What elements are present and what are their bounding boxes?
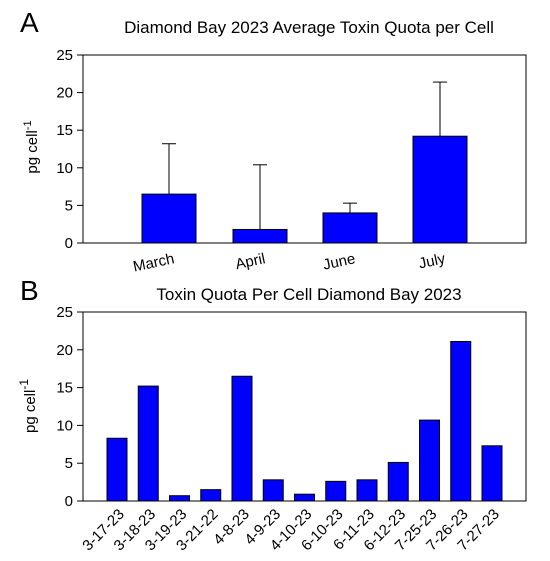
panel-b-bar — [325, 480, 347, 502]
panel-b-ylabel-main: pg cell — [22, 390, 39, 433]
panel-b-bar — [419, 419, 440, 502]
panel-a-y-tick-label: 15 — [56, 122, 73, 139]
panel-b-bar — [387, 461, 409, 502]
panel-a-category-label: July — [417, 250, 447, 272]
panel-b-y-tick-label: 25 — [56, 304, 73, 321]
panel-b-letter: B — [20, 275, 39, 306]
panel-b-y-tick-label: 5 — [65, 455, 73, 472]
panel-b-bar — [262, 479, 284, 502]
panel-a-bars — [141, 135, 468, 244]
panel-b-bar — [356, 479, 378, 502]
panel-a-y-tick-label: 5 — [65, 197, 73, 214]
panel-b-bar — [450, 340, 472, 502]
panel-b-bar — [231, 375, 253, 502]
panel-b-bars — [106, 340, 503, 502]
panel-b-y-tick-label: 15 — [56, 380, 73, 397]
panel-a-y-ticks: 0 5 10 15 20 25 — [56, 47, 83, 252]
panel-a-y-tick-label: 20 — [56, 85, 73, 102]
panel-a-plot-frame — [82, 54, 527, 244]
panel-b-bar — [200, 489, 222, 502]
panel-a-category-label: June — [321, 250, 356, 273]
panel-a-ylabel-main: pg cell — [24, 130, 41, 173]
panel-b-y-tick-label: 0 — [65, 493, 73, 510]
panel-a-category-label: April — [234, 250, 267, 273]
panel-b-category-labels: 3-17-233-18-233-19-233-21-224-8-234-9-23… — [79, 506, 503, 555]
panel-b: B Toxin Quota Per Cell Diamond Bay 2023 … — [17, 275, 527, 555]
panel-b-bar — [169, 495, 190, 502]
panel-a-y-axis-label: pg cell-1 — [22, 120, 41, 173]
panel-a-letter: A — [20, 7, 39, 38]
panel-a-bar — [232, 228, 288, 244]
panel-b-y-ticks: 0 5 10 15 20 25 — [56, 304, 83, 510]
panel-a-category-label: March — [132, 250, 176, 275]
panel-a-error-bars — [162, 81, 447, 230]
panel-a-y-tick-label: 10 — [56, 160, 73, 177]
panel-b-bar — [106, 437, 128, 502]
panel-a-bar — [322, 212, 378, 244]
panel-a-bar — [412, 135, 468, 244]
panel-a-title: Diamond Bay 2023 Average Toxin Quota per… — [124, 18, 494, 37]
panel-b-bar — [481, 445, 503, 502]
panel-b-y-tick-label: 10 — [56, 417, 73, 434]
panel-a-bar — [141, 193, 197, 244]
panel-a: A Diamond Bay 2023 Average Toxin Quota p… — [20, 7, 527, 276]
panel-a-y-tick-label: 0 — [65, 235, 73, 252]
panel-a-ylabel-sup: -1 — [22, 120, 34, 130]
panel-b-y-tick-label: 20 — [56, 342, 73, 359]
panel-b-ylabel-sup: -1 — [17, 379, 31, 390]
panel-a-y-tick-label: 25 — [56, 47, 73, 64]
panel-b-bar — [137, 385, 159, 502]
panel-b-y-axis-label: pg cell-1 — [17, 379, 39, 433]
panel-a-category-labels: March April June July — [132, 250, 448, 275]
panel-b-title: Toxin Quota Per Cell Diamond Bay 2023 — [156, 285, 461, 304]
panel-b-bar — [294, 493, 315, 502]
